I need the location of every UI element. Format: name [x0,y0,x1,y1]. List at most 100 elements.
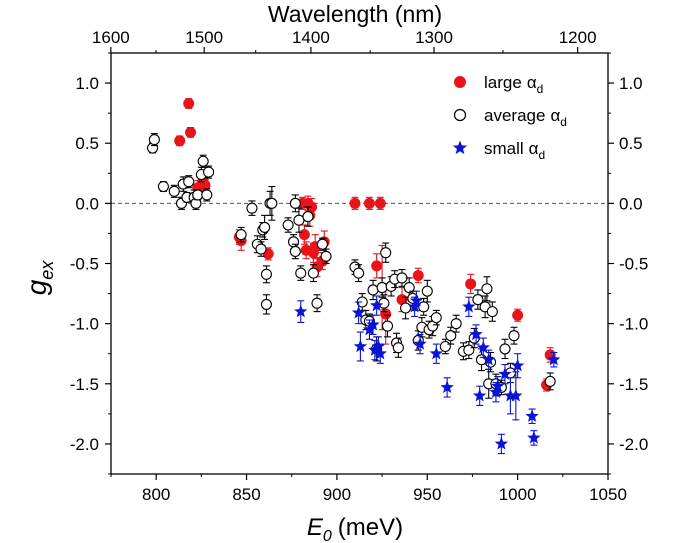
data-point-average [157,180,169,193]
point-marker [445,330,457,342]
point-marker [259,221,271,233]
data-point-small [370,295,384,316]
x-axis-title-subscript: 0 [323,528,332,543]
point-marker [294,304,308,318]
y-tick-label-right: -1.0 [619,315,648,334]
x-tick-label: 950 [413,485,441,504]
data-point-average [307,264,319,283]
data-point-small [440,377,454,398]
data-point-average [367,279,379,301]
y-tick-label-left: -1.0 [70,315,99,334]
point-marker [380,308,392,320]
point-marker [440,380,454,394]
point-marker [376,282,388,294]
data-point-small [473,385,487,406]
point-marker [183,176,195,188]
data-point-average [499,338,511,360]
point-marker [289,197,301,209]
top-tick-label: 1500 [185,28,223,47]
point-marker [201,189,213,201]
y-axis-title-subscript: ex [37,260,57,280]
data-point-small [476,337,490,358]
point-marker [373,346,387,360]
point-marker [407,299,422,313]
data-point-average [311,294,323,313]
point-marker [311,297,323,309]
point-marker [473,388,487,402]
point-marker [266,197,278,209]
point-marker [450,318,462,330]
point-marker [400,302,412,314]
data-point-average [481,276,493,302]
point-marker [381,320,394,332]
data-point-average [392,337,404,358]
data-point-small [469,324,483,345]
legend-label-small: small αd [484,139,545,162]
data-point-small [491,376,505,397]
y-tick-label-right: -2.0 [619,435,648,454]
data-point-average [544,372,556,391]
point-marker [439,340,451,353]
point-marker [302,211,314,223]
point-marker [463,344,475,356]
data-point-small [413,333,427,355]
point-marker [503,388,518,402]
data-point-average [421,279,433,303]
point-marker [298,229,310,241]
data-point-small [294,300,308,323]
data-points-layer [147,98,561,455]
point-marker [494,436,509,450]
data-point-average [378,294,390,313]
y-tick-label-right: -0.5 [619,255,648,274]
data-point-small [373,343,387,364]
point-marker [412,270,424,282]
point-marker [235,229,247,241]
data-point-large [412,267,424,284]
data-point-large [363,196,375,210]
data-point-average [380,242,392,263]
data-point-average [201,188,213,202]
data-point-average [183,175,195,189]
point-marker [157,180,169,193]
data-point-average [418,297,430,316]
point-marker [255,243,267,255]
point-marker [510,358,525,372]
point-marker [282,219,294,231]
data-point-small [353,331,368,362]
legend: large αd average αd small αd [452,73,567,162]
data-point-large [174,135,186,147]
point-marker [183,98,195,110]
point-marker [197,155,209,167]
point-marker [351,305,366,319]
data-point-small [498,363,512,385]
alpha-symbol: α [550,106,560,125]
legend-marker-small [452,140,468,155]
point-marker [168,185,180,197]
y-tick-label-left: 0.0 [75,194,99,213]
data-point-average [197,154,209,168]
point-marker [547,352,561,366]
point-marker [378,297,390,309]
y-tick-label-left: 0.5 [75,134,99,153]
data-point-small [525,408,539,425]
legend-marker-average [453,108,467,122]
point-marker [421,285,433,297]
top-tick-label: 1200 [559,28,597,47]
x-axis-title-symbol: E [307,514,324,541]
point-marker [370,298,384,312]
point-marker [512,309,524,321]
data-point-average [316,237,329,251]
data-point-average [508,326,520,345]
point-marker [148,134,160,146]
data-point-large [512,308,524,322]
data-point-small [527,430,541,446]
data-point-average [266,185,278,221]
point-marker [544,375,556,387]
x-tick-label: 1050 [589,485,627,504]
y-tick-label-right: 1.0 [619,74,643,93]
point-marker [472,294,484,306]
point-marker [371,339,386,353]
x-axis-title: E0 (meV) [307,514,403,543]
point-marker [396,272,408,284]
x-tick-label: 850 [232,485,260,504]
